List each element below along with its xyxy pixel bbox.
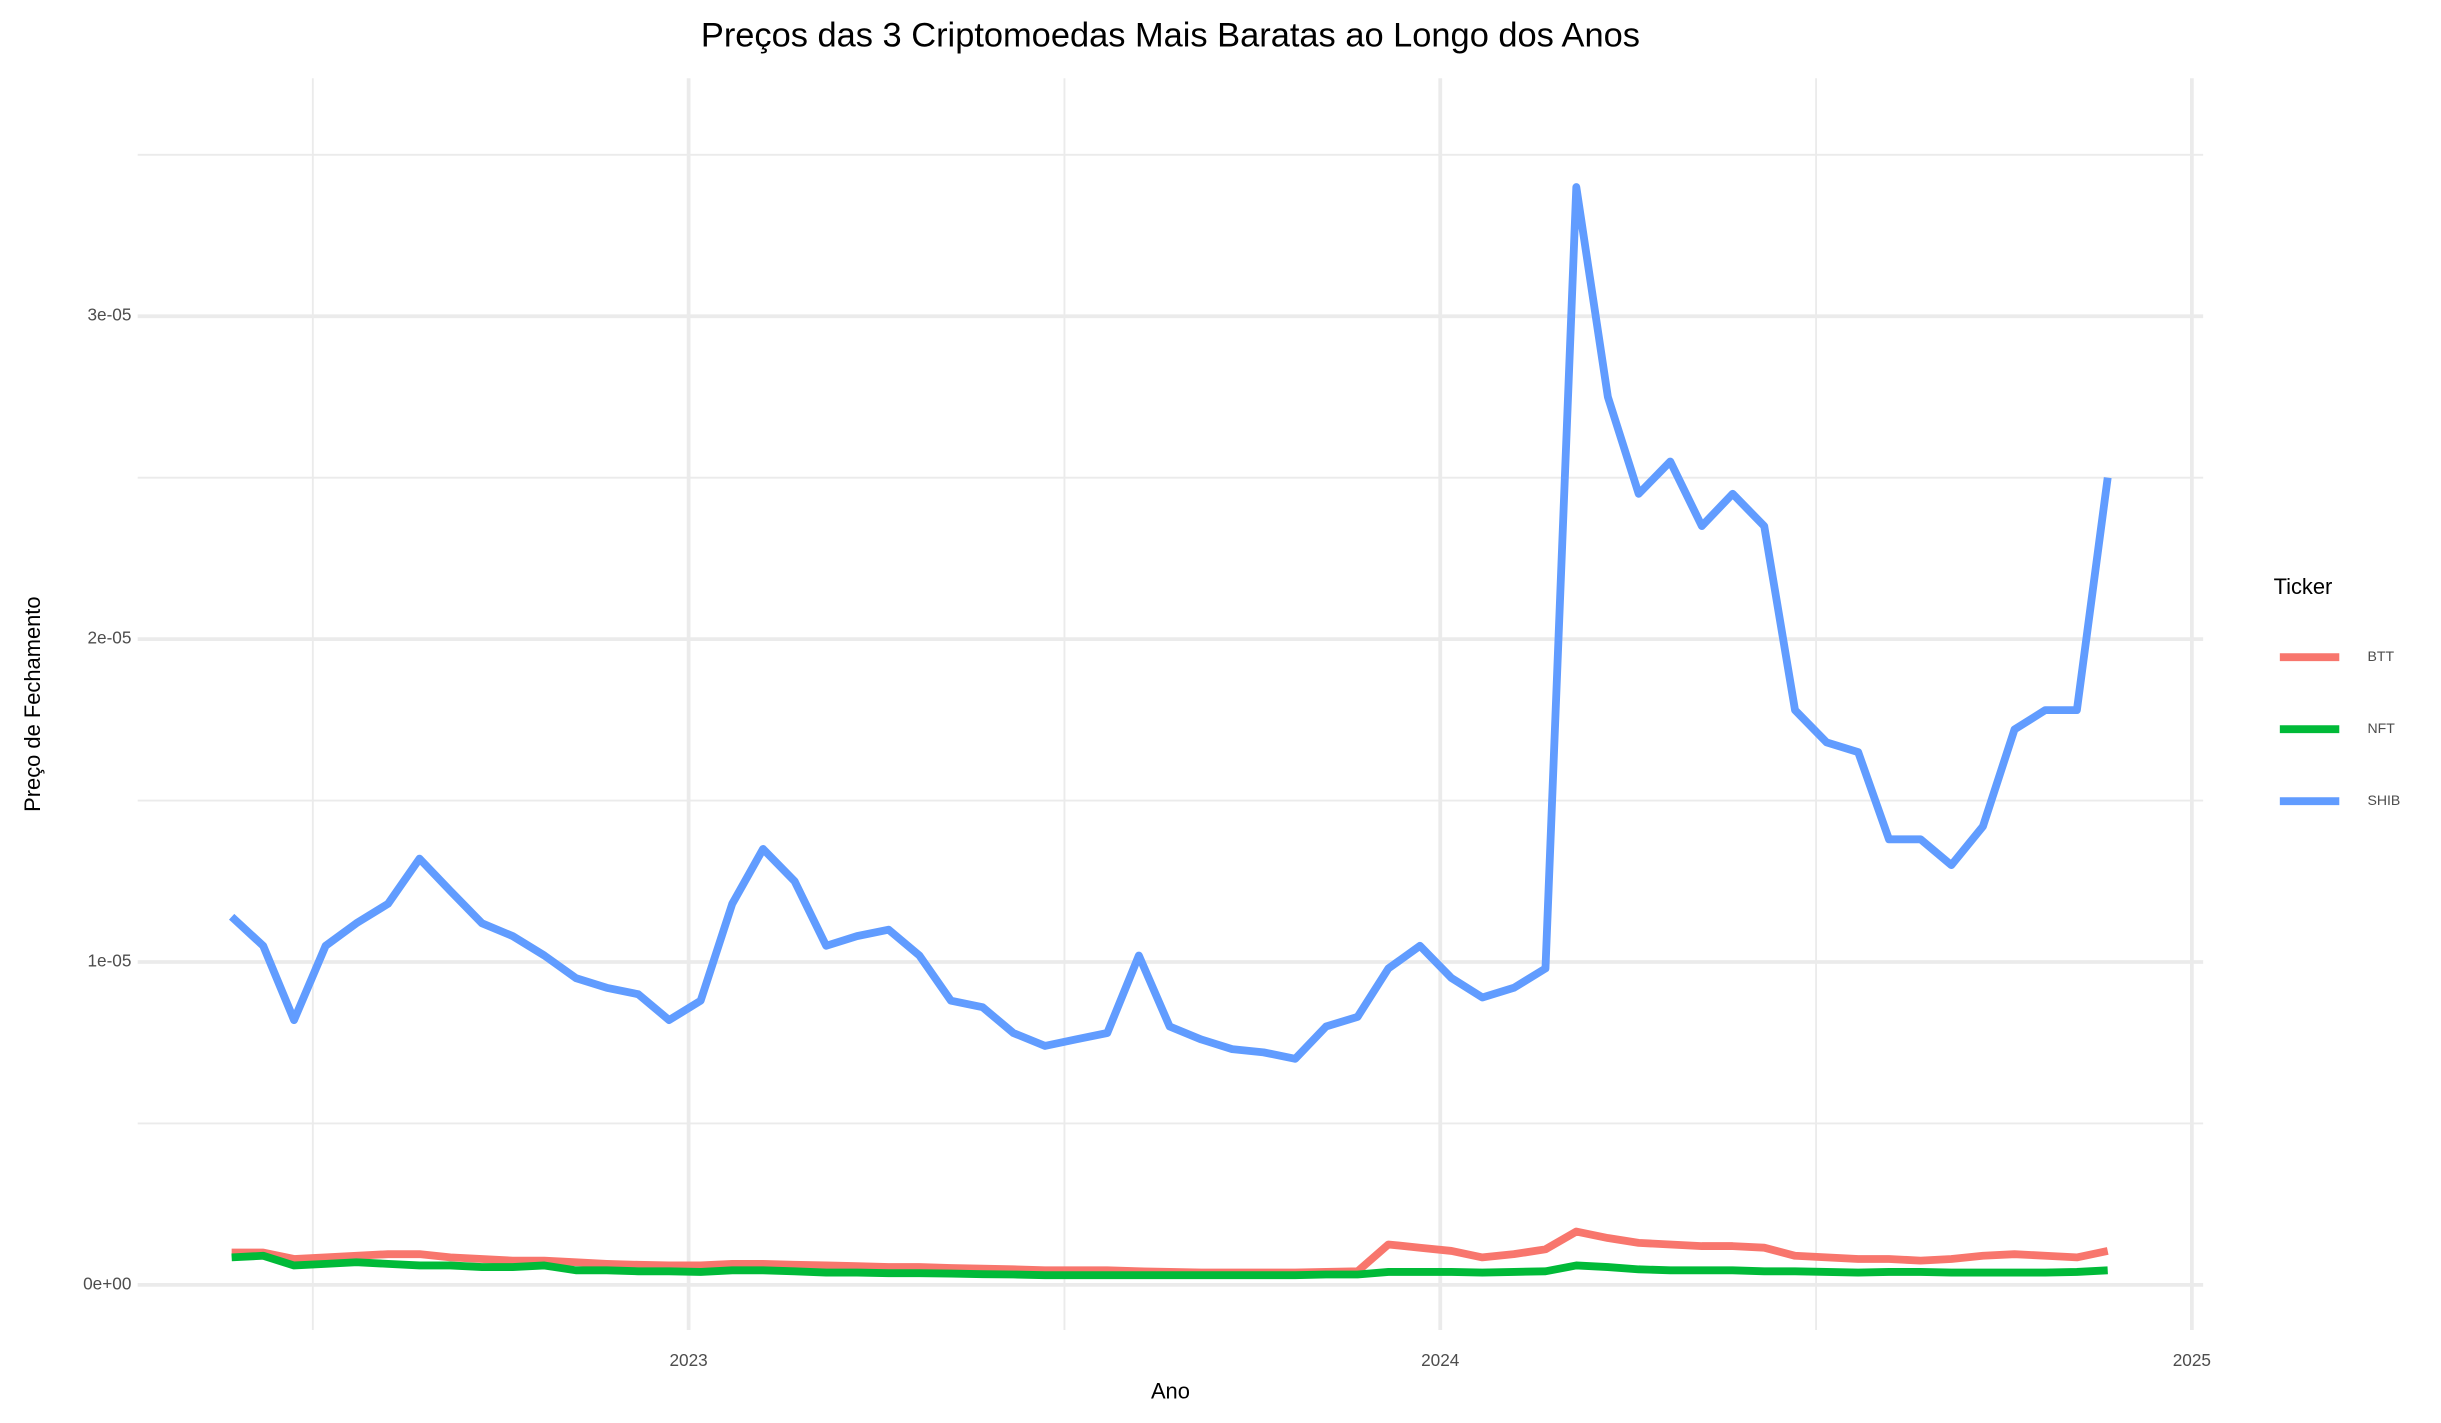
x-tick-label: 2023 [669,1350,707,1370]
series-line [231,1251,2108,1280]
y-tick-label: 1e-05 [87,951,131,971]
chart-title: Preços das 3 Criptomoedas Mais Baratas a… [701,17,1640,55]
x-axis-title: Ano [1151,1378,1190,1403]
y-tick-label: 2e-05 [87,628,131,648]
legend-title: Ticker [2274,574,2333,599]
x-tick-label: 2024 [1421,1350,1460,1370]
series-line [228,183,2112,1063]
x-tick-label: 2025 [2173,1350,2211,1370]
y-axis-title: Preço de Fechamento [20,596,45,811]
y-tick-label: 3e-05 [87,305,131,325]
legend: Ticker BTT NFT SHIB [2274,574,2401,808]
grid [137,78,2204,1331]
legend-label: SHIB [2367,792,2400,808]
y-tick-label: 0e+00 [83,1273,131,1293]
legend-label: BTT [2367,648,2394,664]
legend-label: NFT [2367,720,2395,736]
